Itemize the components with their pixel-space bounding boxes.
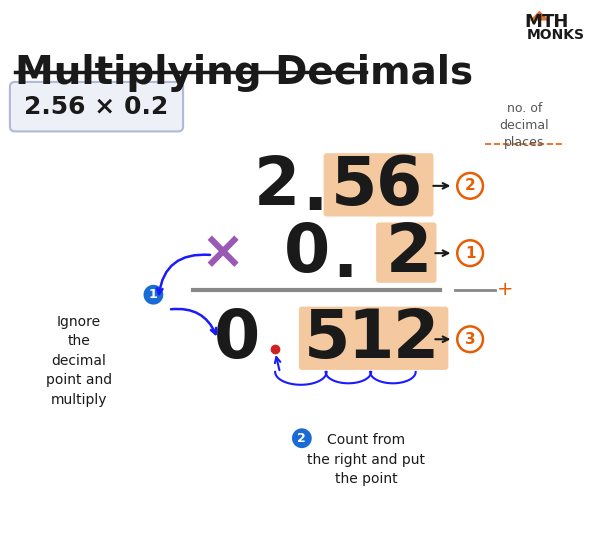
FancyBboxPatch shape bbox=[299, 307, 448, 370]
Text: 2: 2 bbox=[386, 220, 432, 286]
Text: 5: 5 bbox=[304, 306, 350, 372]
Circle shape bbox=[292, 429, 312, 448]
Polygon shape bbox=[529, 11, 549, 20]
Text: 0: 0 bbox=[214, 306, 261, 372]
FancyBboxPatch shape bbox=[376, 223, 436, 283]
Text: Count from
the right and put
the point: Count from the right and put the point bbox=[307, 433, 425, 486]
Text: 2: 2 bbox=[392, 306, 439, 372]
Text: .: . bbox=[302, 158, 328, 224]
Text: no. of
decimal
places: no. of decimal places bbox=[500, 102, 550, 149]
Text: 2: 2 bbox=[298, 432, 306, 445]
Text: 1: 1 bbox=[465, 246, 475, 261]
Text: TH: TH bbox=[542, 13, 570, 30]
Text: Ignore
the
decimal
point and
multiply: Ignore the decimal point and multiply bbox=[46, 315, 112, 407]
Text: 0: 0 bbox=[284, 220, 330, 286]
Text: 1: 1 bbox=[348, 306, 394, 372]
Text: 6: 6 bbox=[376, 153, 422, 219]
Text: .: . bbox=[332, 225, 357, 291]
Circle shape bbox=[143, 285, 163, 304]
FancyBboxPatch shape bbox=[323, 153, 433, 217]
Text: 3: 3 bbox=[465, 332, 475, 347]
Text: 5: 5 bbox=[331, 153, 377, 219]
Text: M: M bbox=[524, 13, 542, 30]
Text: 2: 2 bbox=[254, 153, 300, 219]
Text: MONKS: MONKS bbox=[527, 28, 584, 42]
Text: ×: × bbox=[200, 227, 245, 279]
Text: 2.56 × 0.2: 2.56 × 0.2 bbox=[24, 95, 168, 119]
Text: 1: 1 bbox=[149, 288, 158, 301]
Text: Multiplying Decimals: Multiplying Decimals bbox=[15, 54, 473, 92]
Text: +: + bbox=[497, 280, 513, 299]
Text: 2: 2 bbox=[465, 178, 475, 193]
FancyBboxPatch shape bbox=[10, 82, 183, 132]
